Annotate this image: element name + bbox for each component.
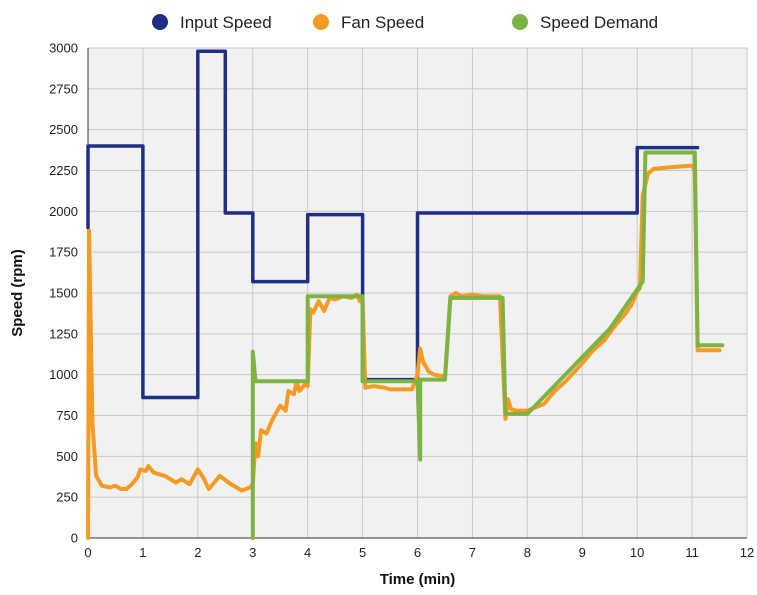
y-tick-label: 1750 — [49, 245, 78, 260]
y-tick-label: 250 — [56, 490, 78, 505]
series-line-input-speed — [86, 49, 700, 400]
x-tick-label: 5 — [359, 545, 366, 560]
x-tick-label: 10 — [630, 545, 644, 560]
legend-marker-fan-speed — [313, 14, 329, 30]
x-tick-label: 11 — [685, 545, 699, 560]
x-tick-label: 4 — [304, 545, 311, 560]
legend-marker-input-speed — [152, 14, 168, 30]
y-tick-label: 2000 — [49, 204, 78, 219]
x-tick-label: 1 — [139, 545, 146, 560]
x-tick-labels: 0 1 2 3 4 5 6 7 8 9 10 11 12 — [84, 545, 754, 560]
y-tick-label: 2750 — [49, 81, 78, 96]
legend-label-speed-demand: Speed Demand — [540, 13, 658, 32]
series-lines — [86, 49, 725, 540]
y-tick-label: 0 — [71, 531, 78, 546]
y-tick-label: 1250 — [49, 326, 78, 341]
series-line-speed-demand — [250, 150, 725, 540]
y-tick-label: 750 — [56, 408, 78, 423]
legend-label-fan-speed: Fan Speed — [341, 13, 424, 32]
y-axis-title: Speed (rpm) — [9, 249, 26, 337]
y-tick-labels: 0 250 500 750 1000 1250 1500 1750 2000 2250 2500 27… — [49, 41, 78, 546]
x-tick-label: 9 — [579, 545, 586, 560]
x-tick-label: 7 — [469, 545, 476, 560]
legend-marker-speed-demand — [512, 14, 528, 30]
y-tick-label: 500 — [56, 449, 78, 464]
x-tick-label: 3 — [249, 545, 256, 560]
x-axis-title: Time (min) — [380, 571, 456, 588]
y-tick-label: 2500 — [49, 122, 78, 137]
y-tick-label: 1500 — [49, 286, 78, 301]
x-tick-label: 2 — [194, 545, 201, 560]
x-tick-label: 8 — [524, 545, 531, 560]
legend: Input Speed Fan Speed Speed Demand — [152, 13, 658, 32]
x-tick-label: 6 — [414, 545, 421, 560]
x-tick-label: 12 — [740, 545, 754, 560]
y-tick-label: 2250 — [49, 163, 78, 178]
x-tick-label: 0 — [84, 545, 91, 560]
legend-label-input-speed: Input Speed — [180, 13, 272, 32]
y-tick-label: 3000 — [49, 41, 78, 56]
y-tick-label: 1000 — [49, 367, 78, 382]
